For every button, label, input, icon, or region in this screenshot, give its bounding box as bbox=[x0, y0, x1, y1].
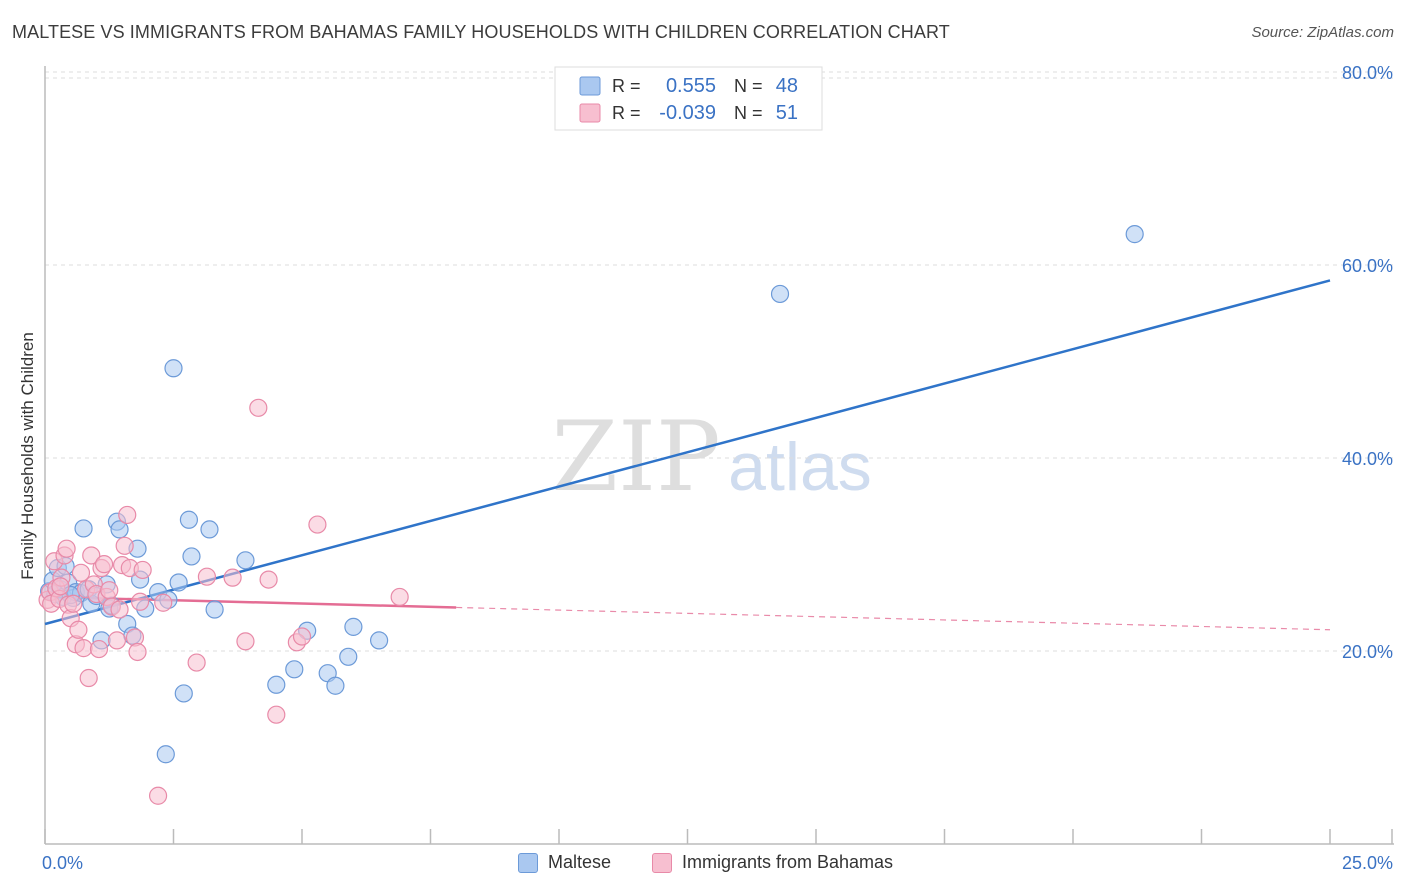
y-tick-label: 20.0% bbox=[1342, 642, 1393, 662]
y-tick-label: 60.0% bbox=[1342, 256, 1393, 276]
bahamas-point bbox=[82, 546, 101, 565]
chart-title: MALTESE VS IMMIGRANTS FROM BAHAMAS FAMIL… bbox=[12, 22, 950, 42]
legend-item-bahamas[interactable]: Immigrants from Bahamas bbox=[652, 852, 893, 873]
legend-bottom: Maltese Immigrants from Bahamas bbox=[0, 852, 1406, 878]
maltese-point bbox=[344, 617, 363, 636]
bahamas-point bbox=[154, 593, 173, 612]
maltese-point bbox=[370, 631, 389, 650]
legend-label-bahamas: Immigrants from Bahamas bbox=[682, 852, 894, 872]
bahamas-point bbox=[95, 555, 114, 574]
legend-r-label-1: R = bbox=[612, 76, 641, 96]
maltese-point bbox=[267, 675, 286, 694]
trend-line-dashed-1 bbox=[456, 606, 1331, 631]
bahamas-point bbox=[223, 568, 242, 587]
bahamas-point bbox=[390, 587, 409, 607]
source-label: Source: ZipAtlas.com bbox=[1251, 24, 1394, 41]
legend-swatch-maltese bbox=[579, 76, 601, 96]
bahamas-point bbox=[57, 539, 76, 558]
bahamas-point bbox=[79, 668, 98, 688]
maltese-point bbox=[326, 676, 345, 695]
maltese-point bbox=[770, 284, 790, 304]
bahamas-point bbox=[197, 567, 217, 586]
bahamas-point bbox=[115, 536, 134, 555]
legend-swatch-bahamas bbox=[579, 103, 601, 123]
bahamas-point bbox=[236, 632, 255, 651]
y-tick-label: 40.0% bbox=[1342, 449, 1393, 469]
legend-label-maltese: Maltese bbox=[548, 852, 612, 872]
maltese-point bbox=[236, 551, 255, 570]
legend-n-value-1: 48 bbox=[776, 75, 798, 97]
bahamas-point bbox=[308, 515, 327, 534]
maltese-point bbox=[339, 647, 358, 666]
trend-line-0 bbox=[44, 279, 1331, 626]
bahamas-point bbox=[187, 653, 206, 672]
bahamas-point bbox=[292, 627, 312, 646]
maltese-point bbox=[285, 660, 304, 679]
bahamas-point bbox=[107, 631, 127, 650]
bahamas-point bbox=[71, 563, 91, 582]
legend-r-value-2: -0.039 bbox=[659, 102, 716, 124]
bahamas-point bbox=[128, 642, 147, 662]
maltese-point bbox=[164, 359, 183, 378]
maltese-point bbox=[110, 520, 129, 539]
watermark: ZIP atlas bbox=[551, 401, 871, 513]
watermark-atlas: atlas bbox=[728, 429, 872, 505]
legend-n-label-2: N = bbox=[734, 103, 763, 123]
bahamas-point bbox=[89, 639, 109, 659]
maltese-point bbox=[182, 547, 201, 566]
legend-item-maltese[interactable]: Maltese bbox=[518, 852, 611, 873]
bahamas-point bbox=[249, 398, 268, 417]
maltese-point bbox=[200, 520, 219, 539]
legend-top: R = 0.555 N = 48 R = -0.039 N = 51 bbox=[554, 66, 823, 131]
maltese-point bbox=[205, 600, 224, 619]
bahamas-point bbox=[74, 639, 93, 658]
bahamas-point bbox=[110, 600, 129, 619]
bahamas-point bbox=[64, 594, 83, 613]
bahamas-point bbox=[51, 577, 70, 596]
y-axis-label: Family Households with Children bbox=[18, 332, 37, 580]
bahamas-point bbox=[118, 505, 137, 525]
maltese-point bbox=[169, 573, 188, 592]
bahamas-point bbox=[133, 560, 152, 580]
bahamas-point bbox=[69, 620, 88, 639]
legend-n-label-1: N = bbox=[734, 76, 763, 96]
maltese-point bbox=[74, 519, 93, 538]
axes: 20.0% 40.0% 60.0% 80.0% 0.0% 25.0% bbox=[42, 63, 1394, 873]
watermark-zip: ZIP bbox=[551, 401, 720, 513]
maltese-point bbox=[174, 684, 193, 703]
legend-swatch-bahamas-bottom bbox=[652, 852, 672, 873]
x-tick-label: 0.0% bbox=[42, 853, 83, 873]
data-points bbox=[38, 225, 1144, 805]
maltese-point bbox=[1125, 225, 1144, 244]
legend-r-value-1: 0.555 bbox=[666, 75, 716, 97]
bahamas-point bbox=[259, 570, 278, 589]
y-tick-label: 80.0% bbox=[1342, 63, 1393, 83]
legend-r-label-2: R = bbox=[612, 103, 641, 123]
x-tick-label: 25.0% bbox=[1342, 853, 1393, 873]
bahamas-point bbox=[100, 581, 119, 600]
bahamas-point bbox=[130, 592, 150, 611]
legend-swatch-maltese-bottom bbox=[518, 852, 538, 873]
maltese-point bbox=[179, 510, 199, 529]
maltese-point bbox=[156, 745, 175, 764]
legend-n-value-2: 51 bbox=[776, 102, 798, 124]
bahamas-point bbox=[267, 705, 286, 724]
bahamas-point bbox=[148, 786, 168, 805]
